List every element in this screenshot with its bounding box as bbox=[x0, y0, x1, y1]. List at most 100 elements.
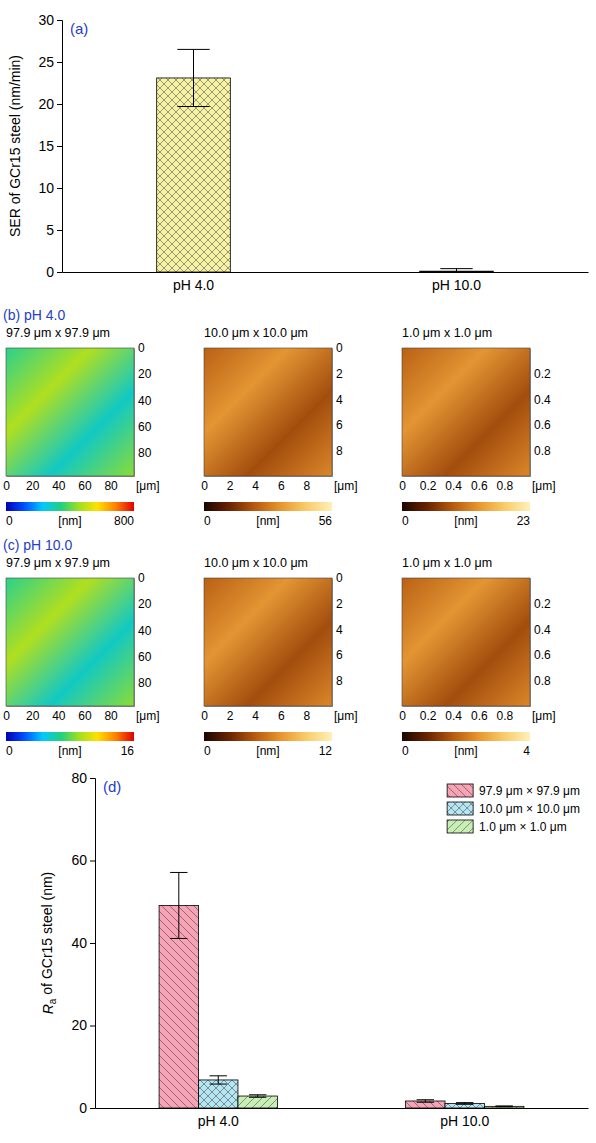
tick-label: 25 bbox=[38, 54, 54, 70]
tick-label: 20 bbox=[38, 96, 54, 112]
tick: 40 bbox=[52, 706, 66, 723]
axis-title: SER of GCr15 steel (nm/min) bbox=[7, 55, 23, 237]
colorbar-tick-label: 12 bbox=[319, 744, 333, 758]
colorbar-title: [nm] bbox=[58, 744, 81, 758]
tick: 0.8 bbox=[530, 674, 551, 688]
tick: 20 bbox=[38, 96, 62, 112]
tick: 0 bbox=[201, 706, 208, 723]
tick: 4 bbox=[252, 476, 259, 493]
tick-label: 0 bbox=[138, 571, 145, 585]
tick: 2 bbox=[332, 367, 343, 381]
tick: 60 bbox=[71, 852, 95, 868]
legend-swatch bbox=[447, 802, 473, 815]
subpanel-title: 1.0 μm x 1.0 μm bbox=[402, 326, 492, 340]
tick-label: 80 bbox=[138, 446, 152, 460]
tick-label: pH 4.0 bbox=[173, 277, 214, 293]
afm-image bbox=[402, 578, 530, 706]
axis-line bbox=[90, 779, 96, 1109]
tick: 6 bbox=[278, 706, 285, 723]
afm-image bbox=[402, 348, 530, 476]
figure: 051015202530pH 4.0pH 10.0(a)SER of GCr15… bbox=[0, 0, 596, 1143]
tick-label: 0.2 bbox=[534, 367, 551, 381]
tick-label: 30 bbox=[38, 12, 54, 28]
tick: 0.4 bbox=[445, 476, 462, 493]
tick-label: 0.2 bbox=[534, 597, 551, 611]
tick: 0 bbox=[134, 341, 145, 355]
tick-label: 6 bbox=[278, 479, 285, 493]
tick-mark bbox=[57, 146, 62, 147]
afm-image bbox=[204, 348, 332, 476]
tick-label: 20 bbox=[26, 709, 40, 723]
tick-mark bbox=[57, 20, 62, 21]
tick: 6 bbox=[332, 418, 343, 432]
error-bar bbox=[417, 1100, 434, 1102]
colorbar-tick-label: 800 bbox=[114, 514, 134, 528]
tick: 20 bbox=[134, 367, 152, 381]
tick: 8 bbox=[332, 444, 343, 458]
axis-title: [μm] bbox=[136, 709, 160, 723]
subpanel-title: 10.0 μm x 10.0 μm bbox=[204, 326, 308, 340]
tick-label: 0 bbox=[138, 341, 145, 355]
axis: 020406080 bbox=[134, 571, 152, 706]
axis-line bbox=[530, 349, 531, 477]
tick: 25 bbox=[38, 54, 62, 70]
tick-label: 5 bbox=[46, 222, 54, 238]
tick-label: pH 10.0 bbox=[440, 1113, 489, 1129]
tick-label: 6 bbox=[278, 709, 285, 723]
axis: 020406080 bbox=[134, 341, 152, 476]
tick-label: 0.8 bbox=[497, 709, 514, 723]
colorbar-tick-label: 0 bbox=[6, 514, 13, 528]
tick: 20 bbox=[134, 597, 152, 611]
tick-label: 20 bbox=[26, 479, 40, 493]
tick-label: 60 bbox=[78, 709, 92, 723]
error-bar bbox=[170, 872, 187, 938]
tick-label: 10 bbox=[38, 180, 54, 196]
error-bar bbox=[177, 49, 209, 106]
bar bbox=[484, 1106, 523, 1108]
colorbar-tick-label: 0 bbox=[6, 744, 13, 758]
tick-label: 0.4 bbox=[445, 479, 462, 493]
tick-label: 0 bbox=[46, 264, 54, 280]
tick: 0 bbox=[399, 706, 406, 723]
tick-label: 20 bbox=[138, 597, 152, 611]
tick: 0.4 bbox=[530, 393, 551, 407]
error-bar bbox=[440, 269, 472, 272]
axis: 00.20.40.60.8 bbox=[399, 476, 530, 493]
colorbar-tick-label: 4 bbox=[523, 744, 530, 758]
tick-label: 0 bbox=[201, 479, 208, 493]
tick-mark bbox=[90, 778, 95, 779]
tick-mark bbox=[57, 230, 62, 231]
tick-mark bbox=[90, 861, 95, 862]
tick-label: 2 bbox=[336, 367, 343, 381]
tick-label: 2 bbox=[227, 709, 234, 723]
panel-title: (d) bbox=[103, 778, 121, 795]
tick: 80 bbox=[134, 446, 152, 460]
axis-line bbox=[403, 476, 531, 477]
tick: 0 bbox=[399, 476, 406, 493]
tick-label: 60 bbox=[138, 650, 152, 664]
tick: 0.4 bbox=[530, 623, 551, 637]
tick: 8 bbox=[304, 706, 311, 723]
tick-label: 4 bbox=[336, 623, 343, 637]
tick-label: 4 bbox=[252, 709, 259, 723]
axis: 020406080 bbox=[71, 770, 95, 1116]
tick: 60 bbox=[78, 706, 92, 723]
axis: 051015202530 bbox=[38, 12, 62, 280]
image-subpanel: 10.0 μm x 10.0 μm0246802468[μm]012[nm] bbox=[201, 556, 357, 758]
afm-image bbox=[6, 348, 134, 476]
error-bar bbox=[496, 1105, 513, 1107]
axis: 02468 bbox=[201, 476, 332, 493]
tick-mark bbox=[57, 272, 62, 273]
axis-line bbox=[403, 706, 531, 707]
legend-label: 1.0 μm × 1.0 μm bbox=[479, 820, 567, 834]
tick: 4 bbox=[332, 623, 343, 637]
axis-line bbox=[332, 579, 333, 707]
bar bbox=[445, 1103, 484, 1108]
tick: 0 bbox=[134, 571, 145, 585]
tick-label: 0.2 bbox=[420, 709, 437, 723]
tick: 0.2 bbox=[530, 597, 551, 611]
tick-label: 0.8 bbox=[497, 479, 514, 493]
tick: 4 bbox=[252, 706, 259, 723]
colorbar bbox=[402, 502, 530, 511]
error-bar bbox=[456, 1103, 473, 1105]
